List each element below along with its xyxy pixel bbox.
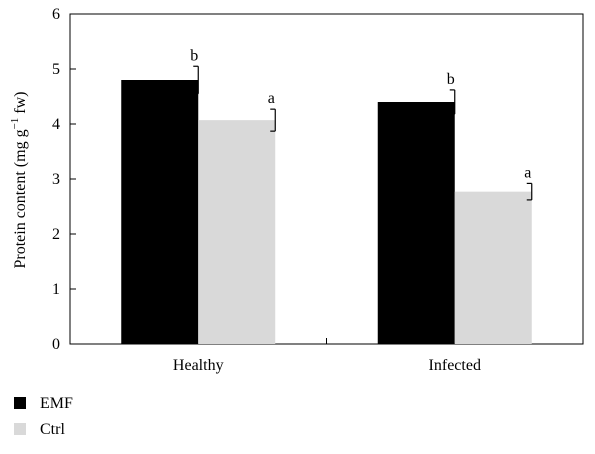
bar [377,102,455,344]
significance-label: b [447,71,455,88]
significance-label: a [524,164,531,181]
x-category-label: Infected [429,357,481,374]
y-tick-label: 3 [52,171,60,188]
plot-area: 0 1 2 3 4 5 6 Healthy b a Infected b a [52,6,584,374]
y-tick-label: 6 [52,6,60,23]
significance-label: a [268,90,275,107]
y-tick-label: 5 [52,61,60,78]
y-axis-label: Protein content (mg g−1 fw) [9,91,29,268]
legend-swatch [14,423,26,435]
y-tick-label: 0 [52,336,60,353]
bar [454,191,532,344]
legend-label: EMF [40,395,73,412]
legend-label: Ctrl [40,421,65,438]
bar [121,80,199,344]
legend-swatch [14,397,26,409]
x-category-label: Healthy [173,357,224,374]
significance-label: b [190,47,198,64]
y-tick-label: 4 [52,116,60,133]
y-tick-label: 1 [52,281,60,298]
y-tick-label: 2 [52,226,60,243]
legend: EMF Ctrl [14,395,73,438]
bar [198,120,276,345]
